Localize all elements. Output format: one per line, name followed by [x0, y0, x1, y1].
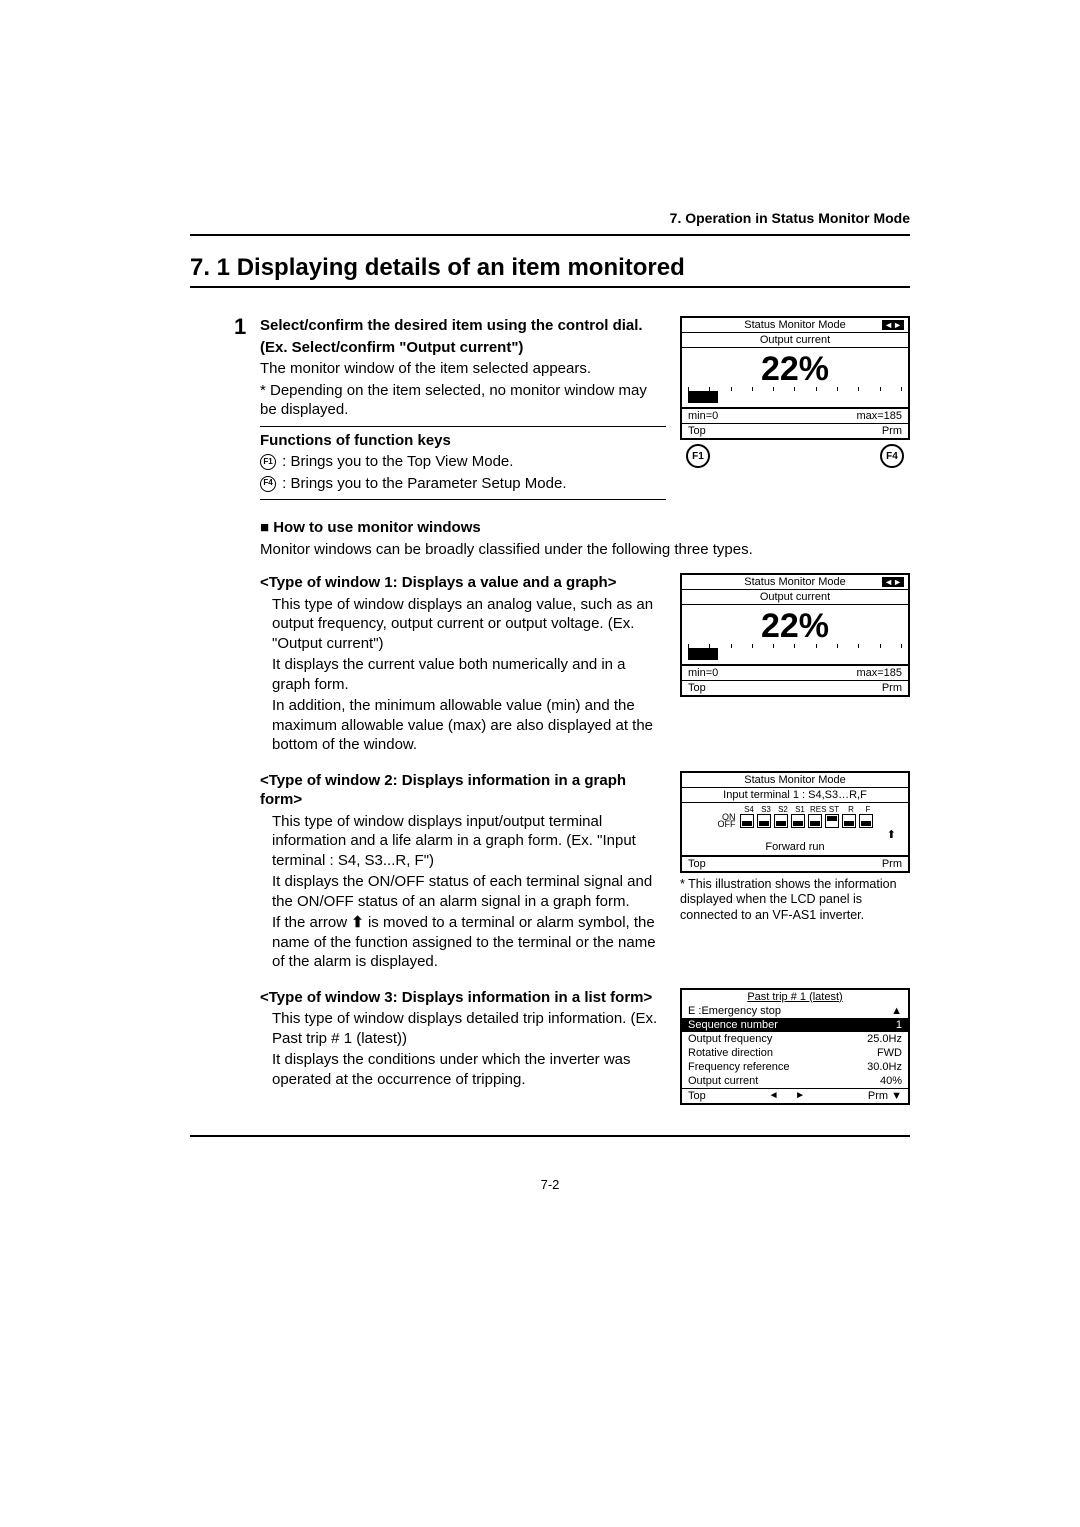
lcd-window-main: Status Monitor Mode ◄► Output current 22…	[680, 316, 910, 440]
terminal-status: Forward run	[684, 841, 906, 853]
lcd-title: Status Monitor Mode	[744, 576, 846, 588]
step-line2: * Depending on the item selected, no mon…	[260, 381, 666, 420]
f4-text: : Brings you to the Parameter Setup Mode…	[282, 475, 566, 492]
type3-heading: <Type of window 3: Displays information …	[260, 988, 666, 1008]
scroll-icon: ◄►	[882, 320, 904, 330]
top-rule	[190, 234, 910, 236]
type1-p1: This type of window displays an analog v…	[272, 595, 666, 654]
bar-fill	[688, 648, 718, 660]
down-triangle-icon: ▼	[891, 1090, 902, 1102]
bar-fill	[688, 391, 718, 403]
up-arrow-icon: ⬆	[351, 913, 364, 933]
section-heading: 7. 1 Displaying details of an item monit…	[190, 254, 910, 288]
step-example: (Ex. Select/confirm "Output current")	[260, 338, 666, 358]
page-number: 7-2	[190, 1177, 910, 1192]
step-title: Select/confirm the desired item using th…	[260, 316, 666, 336]
trip-row-e: E :Emergency stop▲	[682, 1004, 908, 1018]
trip-seq-row: Sequence number1	[682, 1018, 908, 1032]
terminal-labels: S4S3S2S1RESSTRF	[684, 805, 906, 814]
chapter-header: 7. Operation in Status Monitor Mode	[190, 210, 910, 226]
lcd-footer: TopPrm	[682, 423, 908, 438]
lcd-minmax: min=0max=185	[682, 408, 908, 423]
trip-row: Rotative directionFWD	[682, 1046, 908, 1060]
type2-caption: * This illustration shows the informatio…	[680, 877, 910, 924]
lcd-title: Status Monitor Mode	[744, 774, 846, 786]
f-buttons: F1 F4	[680, 444, 910, 468]
type2-p3: If the arrow ⬆ is moved to a terminal or…	[272, 913, 666, 972]
up-triangle-icon: ▲	[891, 1005, 902, 1017]
lcd-window-type1: Status Monitor Mode ◄► Output current 22…	[680, 573, 910, 697]
f4-button[interactable]: F4	[880, 444, 904, 468]
lcd-title-bar: Status Monitor Mode ◄►	[682, 575, 908, 590]
f1-line: F1 : Brings you to the Top View Mode.	[260, 452, 666, 472]
lcd-subtitle: Output current	[682, 590, 908, 605]
type1-p2: It displays the current value both numer…	[272, 655, 666, 694]
f1-button[interactable]: F1	[686, 444, 710, 468]
lcd-title-bar: Status Monitor Mode ◄►	[682, 318, 908, 333]
lcd-footer: TopPrm	[682, 680, 908, 695]
lcd-window-trip: Past trip # 1 (latest) E :Emergency stop…	[680, 988, 910, 1105]
f4-icon: F4	[260, 476, 276, 492]
lcd-minmax: min=0max=185	[682, 665, 908, 680]
lcd-value: 22%	[682, 605, 908, 665]
step-1: 1 Select/confirm the desired item using …	[260, 316, 666, 500]
type2-p1: This type of window displays input/outpu…	[272, 812, 666, 871]
type1-heading: <Type of window 1: Displays a value and …	[260, 573, 666, 593]
lcd-value: 22%	[682, 348, 908, 408]
trip-row: Frequency reference30.0Hz	[682, 1060, 908, 1074]
type2-p2: It displays the ON/OFF status of each te…	[272, 872, 666, 911]
f1-icon: F1	[260, 454, 276, 470]
type3-p2: It displays the conditions under which t…	[272, 1050, 666, 1089]
trip-row: Output current40%	[682, 1074, 908, 1088]
trip-footer: Top ◄ ► Prm ▼	[682, 1088, 908, 1103]
howto-heading: ■ How to use monitor windows	[260, 518, 910, 538]
f1-text: : Brings you to the Top View Mode.	[282, 453, 513, 470]
up-arrow-icon: ⬆	[684, 828, 906, 841]
lcd-window-terminal: Status Monitor Mode Input terminal 1 : S…	[680, 771, 910, 873]
trip-title: Past trip # 1 (latest)	[682, 990, 908, 1004]
type2-heading: <Type of window 2: Displays information …	[260, 771, 666, 810]
howto-body: Monitor windows can be broadly classifie…	[260, 540, 910, 560]
divider	[260, 499, 666, 500]
step-line1: The monitor window of the item selected …	[260, 359, 666, 379]
lcd-subtitle: Input terminal 1 : S4,S3…R,F	[682, 788, 908, 803]
type1-p3: In addition, the minimum allowable value…	[272, 696, 666, 755]
lcd-subtitle: Output current	[682, 333, 908, 348]
divider	[260, 426, 666, 427]
func-heading: Functions of function keys	[260, 431, 666, 451]
lcd-footer: TopPrm	[682, 856, 908, 871]
trip-row: Output frequency25.0Hz	[682, 1032, 908, 1046]
f4-line: F4 : Brings you to the Parameter Setup M…	[260, 474, 666, 494]
left-right-icon: ◄ ►	[769, 1090, 805, 1102]
bottom-rule	[190, 1135, 910, 1137]
scroll-icon: ◄►	[882, 577, 904, 587]
lcd-title-bar: Status Monitor Mode	[682, 773, 908, 788]
lcd-title: Status Monitor Mode	[744, 319, 846, 331]
step-number: 1	[234, 314, 246, 340]
type3-p1: This type of window displays detailed tr…	[272, 1009, 666, 1048]
